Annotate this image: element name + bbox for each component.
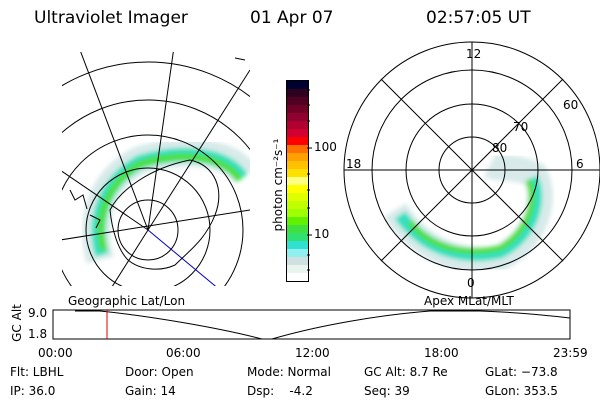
lat-label-80: 80 (492, 141, 508, 155)
ip-value: IP: 36.0 (10, 384, 56, 398)
y-tick-1.8: 1.8 (28, 327, 48, 341)
colorbar-tick-10: 10 (314, 227, 330, 241)
timeline-left-title: Geographic Lat/Lon (68, 294, 186, 308)
colorbar-swatch (287, 153, 308, 161)
colorbar-tick-100: 100 (314, 140, 337, 154)
x-tick-1800: 18:00 (424, 346, 459, 360)
mlt-label-18: 18 (346, 157, 362, 171)
colorbar-swatch (287, 161, 308, 169)
colorbar-swatch (287, 193, 308, 201)
colorbar-swatch (287, 249, 308, 257)
altitude-curve (75, 310, 571, 340)
filter-value: Flt: LBHL (10, 365, 64, 379)
aurora-oval-mag (383, 152, 553, 273)
colorbar-swatch (287, 273, 308, 281)
lat-label-70: 70 (513, 120, 529, 134)
instrument-title: Ultraviolet Imager (34, 8, 188, 28)
glon-value: GLon: 353.5 (485, 384, 558, 398)
colorbar-swatch (287, 169, 308, 177)
time-label: 02:57:05 UT (426, 8, 531, 28)
colorbar-swatch (287, 201, 308, 209)
mlt-label-12: 12 (466, 47, 482, 61)
colorbar-swatch (287, 265, 308, 273)
timeline-right-title: Apex MLat/MLT (424, 294, 514, 308)
colorbar-swatch (287, 89, 308, 97)
colorbar-swatch (287, 209, 308, 217)
mlt-label-6: 6 (576, 157, 584, 171)
lat-label-60: 60 (563, 98, 579, 112)
seq-value: Seq: 39 (364, 384, 410, 398)
colorbar-swatch (287, 97, 308, 105)
glat-value: GLat: −73.8 (485, 365, 558, 379)
colorbar-swatch (287, 185, 308, 193)
x-tick-0000: 00:00 (38, 346, 73, 360)
colorbar-swatch (287, 105, 308, 113)
colorbar (286, 80, 309, 282)
colorbar-swatch (287, 145, 308, 153)
mlt-label-0: 0 (467, 276, 475, 290)
colorbar-swatch (287, 129, 308, 137)
antarctica-coastline (109, 159, 220, 270)
gain-value: Gain: 14 (125, 384, 176, 398)
colorbar-swatch (287, 121, 308, 129)
colorbar-swatch (287, 113, 308, 121)
colorbar-swatch (287, 81, 308, 89)
gc-alt-value: GC Alt: 8.7 Re (364, 365, 448, 379)
colorbar-swatch (287, 217, 308, 225)
colorbar-swatch (287, 177, 308, 185)
x-tick-2359: 23:59 (553, 346, 588, 360)
colorbar-swatch (287, 233, 308, 241)
mode-value: Mode: Normal (247, 365, 331, 379)
x-tick-0600: 06:00 (166, 346, 201, 360)
y-tick-9: 9.0 (28, 306, 48, 320)
x-tick-1200: 12:00 (295, 346, 330, 360)
door-value: Door: Open (125, 365, 194, 379)
date-label: 01 Apr 07 (250, 8, 334, 28)
colorbar-swatch (287, 241, 308, 249)
colorbar-swatch (287, 257, 308, 265)
colorbar-swatch (287, 137, 308, 145)
dsp-value: Dsp: -4.2 (247, 384, 313, 398)
colorbar-swatch (287, 225, 308, 233)
